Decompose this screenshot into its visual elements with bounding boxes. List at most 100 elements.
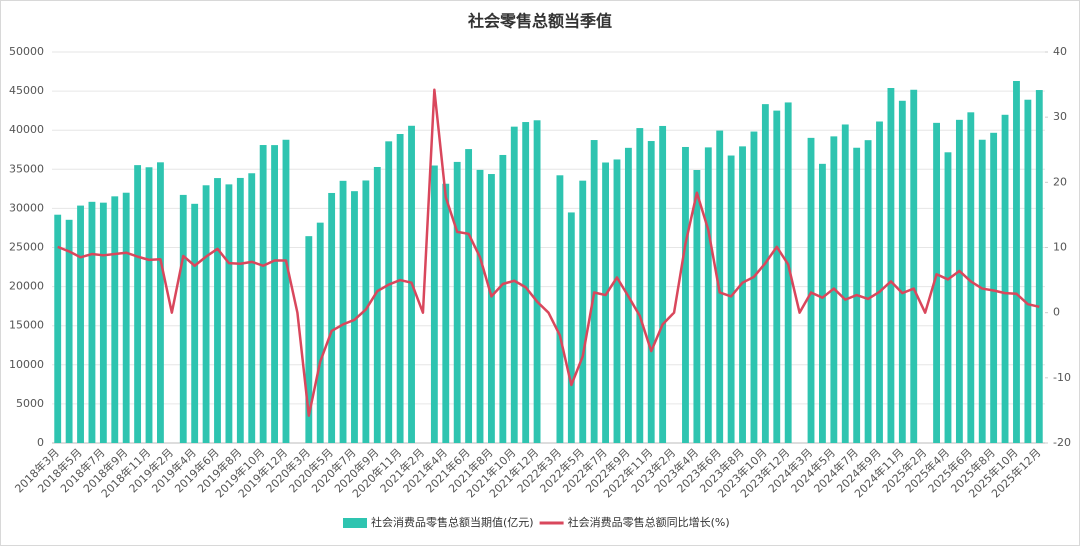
bar [613, 159, 621, 443]
bar [1013, 81, 1020, 443]
bar [704, 147, 712, 443]
bar [134, 165, 142, 443]
bar [876, 121, 883, 444]
legend-swatch [343, 518, 367, 528]
bar [214, 178, 221, 443]
y-tick-label: 20000 [9, 280, 44, 293]
bar [111, 196, 119, 443]
bar [236, 177, 244, 443]
bar [636, 128, 644, 443]
bar [864, 140, 872, 444]
bar [65, 219, 73, 443]
bar [88, 201, 96, 443]
bar [739, 146, 746, 443]
y-tick-label: 15000 [9, 319, 44, 332]
line [57, 88, 1040, 417]
bar [305, 236, 313, 443]
bar [727, 155, 735, 443]
bar [647, 141, 655, 443]
y2-tick-label: -20 [1053, 436, 1071, 449]
y2-tick-label: 0 [1053, 306, 1060, 319]
y-tick-label: 35000 [9, 162, 44, 175]
bar [967, 112, 975, 443]
legend-label: 社会消费品零售总额同比增长(%) [568, 515, 730, 529]
y-tick-label: 30000 [9, 201, 44, 214]
bar [430, 165, 438, 443]
y-tick-label: 45000 [9, 84, 44, 97]
bar [225, 184, 233, 443]
bar [567, 212, 575, 443]
y2-tick-label: 30 [1053, 110, 1067, 123]
bar [373, 166, 381, 443]
bar [385, 141, 393, 443]
bar [157, 162, 164, 443]
bar [841, 124, 849, 443]
bar [362, 180, 370, 443]
bar [145, 167, 153, 444]
bar [750, 131, 758, 444]
bar [202, 185, 210, 444]
bar [122, 192, 130, 443]
y-tick-label: 0 [37, 436, 44, 449]
bar [282, 139, 290, 443]
bar [784, 102, 792, 444]
bar [77, 205, 84, 443]
bar [579, 180, 587, 443]
bar [191, 203, 199, 443]
bar [898, 100, 906, 443]
y-tick-label: 5000 [16, 397, 44, 410]
bar [659, 125, 667, 444]
bar [682, 146, 689, 443]
y-tick-label: 40000 [9, 123, 44, 136]
bar [887, 88, 895, 443]
bar [933, 122, 940, 444]
y-tick-label: 50000 [9, 45, 44, 58]
bar [453, 161, 461, 443]
bar [476, 169, 484, 443]
bar [556, 175, 564, 443]
y-tick-label: 25000 [9, 241, 44, 254]
y2-tick-label: 40 [1053, 45, 1067, 58]
bar [522, 122, 530, 444]
bar [990, 132, 998, 443]
bar [442, 183, 450, 444]
bar [99, 202, 107, 443]
bar [179, 194, 187, 443]
bar [944, 152, 952, 443]
bar [602, 162, 609, 444]
bar [955, 119, 963, 443]
bar [259, 145, 267, 443]
y-tick-label: 10000 [9, 358, 44, 371]
bar [773, 110, 781, 443]
bar [339, 180, 347, 444]
bar [396, 134, 404, 443]
bar [533, 120, 541, 443]
y2-tick-label: -10 [1053, 371, 1071, 384]
legend-label: 社会消费品零售总额当期值(亿元) [371, 515, 534, 529]
bar [1001, 114, 1009, 444]
bar [693, 170, 701, 444]
bar [488, 174, 495, 443]
bar [316, 222, 324, 443]
chart-title: 社会零售总额当季值 [467, 12, 612, 31]
bar [465, 149, 473, 443]
y2-tick-label: 20 [1053, 175, 1067, 188]
y2-tick-label: 10 [1053, 241, 1067, 254]
bar [248, 173, 256, 444]
bar [761, 104, 769, 444]
bar [54, 214, 62, 443]
bar [510, 126, 518, 443]
bar [499, 154, 507, 443]
legend: 社会消费品零售总额当期值(亿元) 社会消费品零售总额同比增长(%) [343, 515, 730, 529]
bar [819, 163, 826, 444]
bar [807, 137, 815, 444]
bar [351, 191, 358, 443]
bar [1024, 99, 1032, 443]
bar [910, 89, 918, 444]
bar [328, 192, 336, 443]
bar [271, 145, 278, 443]
bar [978, 139, 986, 443]
bar [1035, 90, 1043, 443]
